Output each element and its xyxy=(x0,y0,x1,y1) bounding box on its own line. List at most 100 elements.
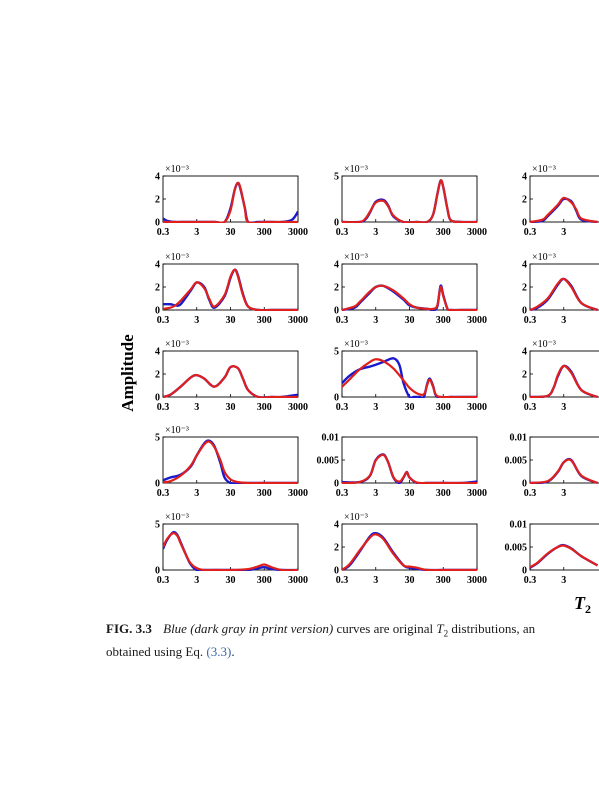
subplot-r2-c3: 0.3 3 0 2 4 ×10⁻³ xyxy=(522,252,599,326)
x-tick-label: 30 xyxy=(405,488,415,499)
estimated-t2-curve xyxy=(342,533,477,571)
y-tick-label: 5 xyxy=(334,172,339,183)
x-tick-label: 30 xyxy=(405,315,415,326)
y-tick-label: 0.005 xyxy=(317,456,340,467)
estimated-t2-curve xyxy=(530,364,598,398)
plot-frame xyxy=(529,436,599,484)
x-tick-label: 3000 xyxy=(288,315,308,326)
x-tick-label: 0.3 xyxy=(336,575,349,586)
x-tick-label: 3 xyxy=(373,402,378,413)
x-tick-label: 0.3 xyxy=(524,315,537,326)
x-tick-label: 300 xyxy=(257,402,272,413)
y-tick-label: 0 xyxy=(522,218,527,229)
y-multiplier-label: ×10⁻³ xyxy=(165,512,189,523)
x-tick-label: 0.3 xyxy=(336,402,349,413)
estimated-t2-curve xyxy=(342,358,477,398)
subplot-r5-c1: 0.3 3 30 300 3000 0 5 ×10⁻³ xyxy=(155,512,308,586)
x-tick-label: 3000 xyxy=(467,488,487,499)
y-tick-label: 2 xyxy=(334,283,339,294)
y-tick-label: 0 xyxy=(522,566,527,577)
estimated-t2-curve xyxy=(342,284,477,311)
y-tick-label: 0 xyxy=(522,479,527,490)
x-tick-label: 0.3 xyxy=(157,227,170,238)
y-tick-label: 5 xyxy=(155,520,160,531)
x-tick-label: 3 xyxy=(373,315,378,326)
subplot-r4-c3: 0.3 3 0 0.005 0.01 xyxy=(505,433,599,499)
estimated-t2-curve xyxy=(530,277,598,311)
y-tick-label: 2 xyxy=(155,283,160,294)
x-tick-label: 3 xyxy=(561,227,566,238)
subplot-r1-c1: 0.3 3 30 300 3000 0 2 4 ×10⁻³ xyxy=(155,164,308,238)
y-tick-label: 4 xyxy=(522,260,527,271)
x-tick-label: 3000 xyxy=(467,402,487,413)
x-tick-label: 300 xyxy=(257,227,272,238)
x-tick-label: 0.3 xyxy=(157,488,170,499)
plot-frame xyxy=(341,175,478,223)
y-tick-label: 0 xyxy=(334,393,339,404)
x-tick-label: 3 xyxy=(194,575,199,586)
plot-frame xyxy=(162,350,299,398)
estimated-t2-curve xyxy=(163,268,298,311)
x-tick-label: 3000 xyxy=(288,402,308,413)
plot-frame xyxy=(162,523,299,571)
x-tick-label: 0.3 xyxy=(524,575,537,586)
x-tick-label: 300 xyxy=(436,402,451,413)
plot-frame xyxy=(162,175,299,223)
x-tick-label: 0.3 xyxy=(157,575,170,586)
equation-link[interactable]: (3.3) xyxy=(206,643,232,659)
subplot-r1-c2: 0.3 3 30 300 3000 0 5 ×10⁻³ xyxy=(334,164,487,238)
subplot-r5-c3: 0.3 3 0 0.005 0.01 xyxy=(505,520,599,586)
y-tick-label: 0.01 xyxy=(510,520,528,531)
estimated-t2-curve xyxy=(342,453,477,484)
x-tick-label: 30 xyxy=(405,402,415,413)
y-tick-label: 0 xyxy=(155,479,160,490)
y-tick-label: 0 xyxy=(155,306,160,317)
x-tick-label: 30 xyxy=(226,315,236,326)
x-tick-label: 300 xyxy=(257,488,272,499)
x-tick-label: 3000 xyxy=(467,227,487,238)
caption-line-2: obtained using Eq. (3.3). xyxy=(106,643,599,661)
y-multiplier-label: ×10⁻³ xyxy=(344,339,368,350)
x-tick-label: 300 xyxy=(257,315,272,326)
x-tick-label: 3 xyxy=(194,315,199,326)
y-tick-label: 2 xyxy=(155,195,160,206)
plot-frame xyxy=(529,350,599,398)
x-tick-label: 0.3 xyxy=(336,227,349,238)
x-tick-label: 3 xyxy=(194,488,199,499)
plot-frame xyxy=(162,436,299,484)
y-tick-label: 0 xyxy=(522,393,527,404)
x-tick-label: 300 xyxy=(257,575,272,586)
x-axis-label-subscript: 2 xyxy=(585,602,591,616)
x-tick-label: 3000 xyxy=(467,575,487,586)
x-tick-label: 0.3 xyxy=(157,402,170,413)
x-tick-label: 3000 xyxy=(288,227,308,238)
caption-t2-sub: 2 xyxy=(443,628,449,639)
y-tick-label: 0 xyxy=(334,306,339,317)
y-tick-label: 0.01 xyxy=(322,433,340,444)
y-tick-label: 0 xyxy=(155,566,160,577)
y-multiplier-label: ×10⁻³ xyxy=(344,252,368,263)
x-tick-label: 0.3 xyxy=(157,315,170,326)
plot-frame xyxy=(341,263,478,311)
subplot-r4-c2: 0.3 3 30 300 3000 0 0.005 0.01 xyxy=(317,433,488,500)
y-multiplier-label: ×10⁻³ xyxy=(532,252,556,263)
caption-label: FIG. 3.3 xyxy=(106,621,152,636)
caption-line2-text: obtained using Eq. xyxy=(106,643,207,659)
plot-frame xyxy=(529,523,599,571)
x-tick-label: 30 xyxy=(405,575,415,586)
x-tick-label: 30 xyxy=(405,227,415,238)
x-tick-label: 3000 xyxy=(288,575,308,586)
subplot-r2-c2: 0.3 3 30 300 3000 0 2 4 ×10⁻³ xyxy=(334,252,487,326)
x-tick-label: 3 xyxy=(561,402,566,413)
x-axis-label: T2 xyxy=(574,593,591,616)
subplot-r3-c1: 0.3 3 30 300 3000 0 2 4 ×10⁻³ xyxy=(155,339,308,413)
y-tick-label: 2 xyxy=(522,370,527,381)
x-tick-label: 3 xyxy=(561,575,566,586)
y-tick-label: 5 xyxy=(155,433,160,444)
x-tick-label: 30 xyxy=(226,488,236,499)
subplot-r3-c3: 0.3 3 0 2 4 ×10⁻³ xyxy=(522,339,599,413)
y-tick-label: 0.01 xyxy=(510,433,528,444)
subplot-r4-c1: 0.3 3 30 300 3000 0 5 ×10⁻³ xyxy=(155,425,308,499)
y-tick-label: 0 xyxy=(334,566,339,577)
subplot-r3-c2: 0.3 3 30 300 3000 0 5 ×10⁻³ xyxy=(334,339,487,413)
